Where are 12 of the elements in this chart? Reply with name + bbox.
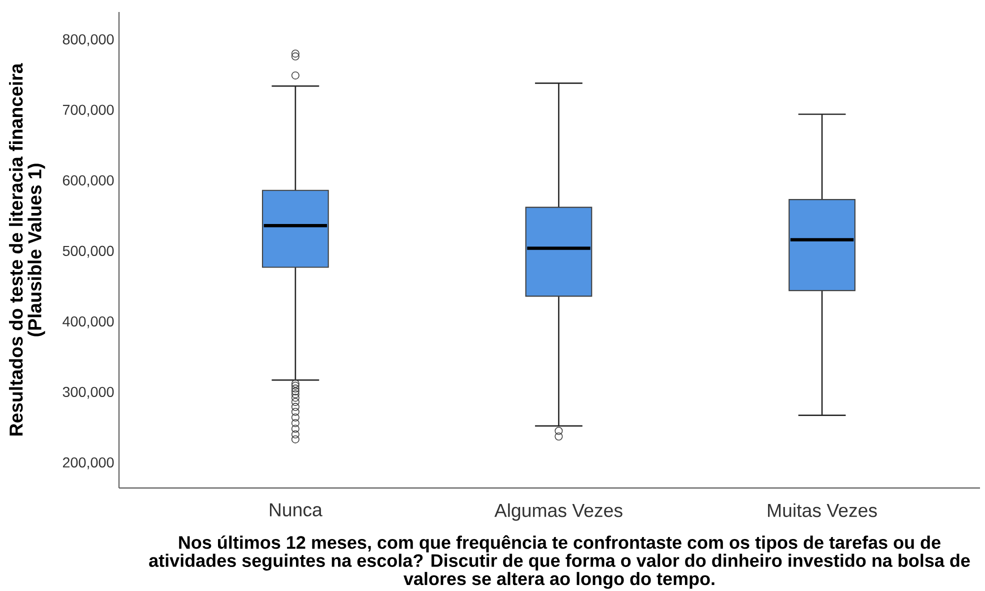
y-tick-label: 500,000 [62, 246, 114, 258]
x-axis-title: Nos últimos 12 meses, com que frequência te confrontaste com os tipos de tarefas ou de atividades seguintes na escola? Discutir de que forma o valor do dinheiro investido na bolsa de valores se altera ao longo do tempo. [149, 535, 970, 589]
y-tick-label: 800,000 [62, 34, 114, 46]
x-tick-label: Muitas Vezes [768, 503, 877, 518]
y-tick-label: 400,000 [62, 316, 114, 328]
y-tick-label: 700,000 [62, 104, 114, 117]
x-tick-label: Algumas Vezes [494, 503, 622, 521]
x-tick-label: Nunca [270, 503, 322, 516]
y-axis-title: Resultados do teste de literacia financeira (Plausible Values 1) [9, 63, 46, 436]
y-tick-label: 200,000 [62, 457, 114, 470]
y-tick-label: 600,000 [62, 175, 114, 188]
y-tick-label: 300,000 [62, 386, 114, 399]
